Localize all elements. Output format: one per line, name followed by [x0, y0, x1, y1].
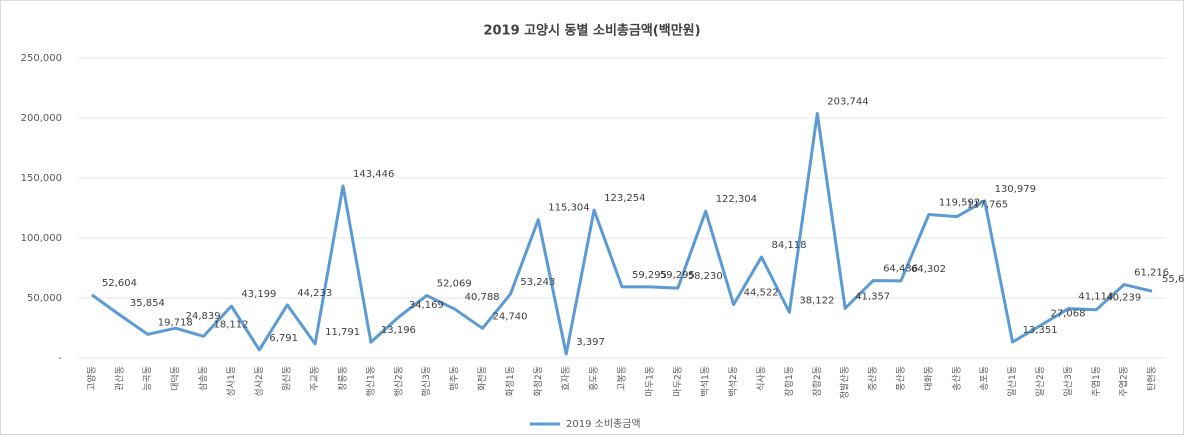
data-label: 58,230 [688, 271, 723, 282]
x-tick-label: 원신동 [282, 366, 293, 391]
x-tick-label: 장항1동 [784, 366, 795, 397]
legend-label: 2019 소비총금액 [566, 418, 641, 430]
data-label: 61,216 [1134, 268, 1169, 279]
y-tick-label: - [58, 353, 62, 364]
y-tick-label: 100,000 [21, 233, 62, 244]
data-label: 40,239 [1106, 293, 1141, 304]
x-tick-label: 장항2동 [812, 366, 823, 397]
data-label: 43,199 [241, 289, 276, 300]
data-label: 11,791 [325, 327, 360, 338]
data-label: 13,351 [1023, 325, 1058, 336]
x-tick-label: 행신1동 [364, 366, 376, 397]
line-series [91, 112, 1153, 356]
data-label: 203,744 [827, 97, 868, 108]
x-tick-label: 일산1동 [1007, 366, 1018, 397]
data-label: 44,522 [744, 288, 779, 299]
data-label: 44,233 [297, 288, 332, 299]
data-label: 52,604 [102, 278, 137, 289]
data-label: 24,740 [493, 311, 528, 322]
data-label: 38,122 [799, 295, 834, 306]
x-tick-label: 마두2동 [672, 366, 683, 397]
x-tick-label: 식사동 [756, 366, 767, 391]
x-tick-label: 창릉동 [338, 366, 349, 391]
data-label: 59,295 [660, 270, 695, 281]
data-label: 27,068 [1050, 309, 1085, 320]
data-label: 35,854 [130, 298, 165, 309]
data-label: 119,592 [939, 197, 980, 208]
data-label: 117,765 [967, 200, 1008, 211]
data-label: 143,446 [353, 169, 394, 180]
y-tick-label: 50,000 [27, 293, 62, 304]
data-label: 3,397 [576, 337, 605, 348]
x-tick-label: 흥도동 [588, 366, 600, 391]
x-tick-label: 화정1동 [505, 366, 516, 397]
x-tick-label: 일산3동 [1063, 366, 1074, 397]
data-label: 64,436 [883, 264, 918, 275]
chart-title: 2019 고양시 동별 소비총금액(백만원) [483, 23, 700, 39]
x-tick-label: 고양동 [86, 366, 97, 391]
y-tick-label: 200,000 [21, 113, 62, 124]
data-label: 55,665 [1162, 274, 1184, 285]
x-tick-label: 성사2동 [254, 366, 265, 397]
x-tick-label: 일산2동 [1035, 366, 1046, 397]
x-tick-label: 정발산동 [840, 366, 851, 399]
x-tick-label: 화전동 [477, 366, 488, 391]
x-tick-label: 관산동 [114, 366, 125, 391]
x-tick-label: 탄현동 [1147, 366, 1158, 391]
x-tick-label: 주엽2동 [1119, 366, 1130, 397]
x-tick-label: 행신3동 [420, 366, 432, 397]
data-label: 41,114 [1078, 292, 1113, 303]
data-label: 41,357 [855, 291, 890, 302]
x-tick-label: 백석1동 [700, 366, 711, 397]
x-tick-label: 송산동 [951, 366, 962, 391]
data-label: 6,791 [269, 333, 298, 344]
x-tick-label: 백석2동 [728, 366, 739, 397]
x-tick-label: 주엽1동 [1091, 366, 1102, 397]
data-label: 59,295 [632, 270, 667, 281]
x-tick-label: 중산동 [868, 366, 879, 391]
data-label: 34,169 [409, 300, 444, 311]
x-tick-label: 성사1동 [226, 366, 237, 397]
data-label: 115,304 [548, 203, 589, 214]
data-label: 122,304 [716, 194, 757, 205]
data-label: 123,254 [604, 193, 645, 204]
data-label: 53,243 [520, 277, 555, 288]
x-tick-label: 대덕동 [170, 366, 181, 391]
x-tick-label: 대화동 [923, 366, 934, 391]
x-tick-label: 송포동 [979, 366, 990, 391]
data-label: 130,979 [995, 184, 1036, 195]
data-label: 84,118 [771, 240, 806, 251]
data-label: 18,112 [214, 319, 249, 330]
x-tick-label: 효자동 [561, 366, 572, 391]
x-tick-label: 마두1동 [644, 366, 655, 397]
data-label: 19,718 [158, 317, 193, 328]
x-tick-label: 행신2동 [392, 366, 404, 397]
x-tick-label: 화정2동 [533, 366, 544, 397]
x-tick-label: 풍산동 [895, 366, 906, 391]
y-tick-label: 150,000 [21, 173, 62, 184]
y-tick-label: 250,000 [21, 53, 62, 64]
data-label: 52,069 [437, 279, 472, 290]
data-label: 40,788 [465, 292, 500, 303]
x-tick-label: 행주동 [448, 366, 460, 391]
x-tick-label: 삼송동 [198, 366, 209, 391]
x-tick-label: 고봉동 [617, 366, 628, 391]
data-label: 64,302 [911, 264, 946, 275]
data-label: 24,839 [186, 311, 221, 322]
x-tick-label: 주교동 [310, 366, 321, 391]
x-tick-label: 능곡동 [142, 366, 153, 391]
data-label: 13,196 [381, 325, 416, 336]
